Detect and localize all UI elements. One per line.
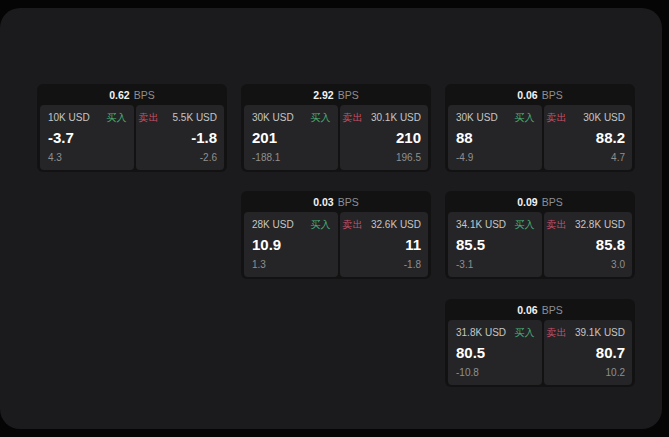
- sell-amount: 5.5K USD: [173, 112, 217, 124]
- bps-value: 0.06: [517, 89, 537, 101]
- bps-value: 0.03: [313, 196, 333, 208]
- buy-tag: 买入: [311, 219, 331, 231]
- buy-tag: 买入: [107, 112, 127, 124]
- buy-panel[interactable]: 34.1K USD 买入 85.5 -3.1: [448, 212, 542, 277]
- sell-panel[interactable]: 卖出 30.1K USD 210 196.5: [340, 105, 429, 170]
- sell-amount: 32.8K USD: [575, 219, 625, 231]
- card-header: 0.06 BPS: [445, 84, 635, 105]
- card-header: 2.92 BPS: [241, 84, 431, 105]
- buy-sub-value: -4.9: [456, 152, 535, 164]
- sell-sub-value: 4.7: [547, 152, 626, 164]
- sell-price: 210: [343, 130, 422, 146]
- buy-tag: 买入: [515, 219, 535, 231]
- bps-value: 0.06: [517, 304, 537, 316]
- sell-panel[interactable]: 卖出 32.8K USD 85.8 3.0: [544, 212, 633, 277]
- bps-value: 0.09: [517, 196, 537, 208]
- sell-tag: 卖出: [343, 219, 363, 231]
- sell-panel[interactable]: 卖出 39.1K USD 80.7 10.2: [544, 320, 633, 385]
- sell-price: 80.7: [547, 345, 626, 361]
- quote-card[interactable]: 0.03 BPS 28K USD 买入 10.9 1.3 卖出 32.6K US…: [241, 191, 431, 279]
- sell-panel[interactable]: 卖出 30K USD 88.2 4.7: [544, 105, 633, 170]
- sell-panel[interactable]: 卖出 5.5K USD -1.8 -2.6: [136, 105, 225, 170]
- buy-sub-value: -3.1: [456, 259, 535, 271]
- buy-tag: 买入: [515, 112, 535, 124]
- buy-amount: 10K USD: [48, 112, 90, 124]
- buy-price: 80.5: [456, 345, 535, 361]
- buy-price: 10.9: [252, 237, 331, 253]
- buy-sub-value: 1.3: [252, 259, 331, 271]
- buy-price: 85.5: [456, 237, 535, 253]
- sell-amount: 32.6K USD: [371, 219, 421, 231]
- bps-value: 2.92: [313, 89, 333, 101]
- quote-card[interactable]: 0.06 BPS 31.8K USD 买入 80.5 -10.8 卖出 39.1…: [445, 299, 635, 387]
- buy-amount: 30K USD: [252, 112, 294, 124]
- quote-card[interactable]: 2.92 BPS 30K USD 买入 201 -188.1 卖出 30.1K …: [241, 84, 431, 172]
- sell-price: -1.8: [139, 130, 218, 146]
- buy-panel[interactable]: 30K USD 买入 201 -188.1: [244, 105, 338, 170]
- sell-panel[interactable]: 卖出 32.6K USD 11 -1.8: [340, 212, 429, 277]
- sell-amount: 39.1K USD: [575, 327, 625, 339]
- buy-panel[interactable]: 28K USD 买入 10.9 1.3: [244, 212, 338, 277]
- buy-tag: 买入: [311, 112, 331, 124]
- bps-unit-label: BPS: [338, 196, 359, 208]
- buy-panel[interactable]: 30K USD 买入 88 -4.9: [448, 105, 542, 170]
- card-header: 0.62 BPS: [37, 84, 227, 105]
- sell-tag: 卖出: [547, 327, 567, 339]
- buy-amount: 31.8K USD: [456, 327, 506, 339]
- card-header: 0.03 BPS: [241, 191, 431, 212]
- bps-unit-label: BPS: [134, 89, 155, 101]
- buy-panel[interactable]: 10K USD 买入 -3.7 4.3: [40, 105, 134, 170]
- bps-value: 0.62: [109, 89, 129, 101]
- sell-amount: 30K USD: [583, 112, 625, 124]
- quote-card[interactable]: 0.06 BPS 30K USD 买入 88 -4.9 卖出 30K USD 8…: [445, 84, 635, 172]
- sell-sub-value: 196.5: [343, 152, 422, 164]
- buy-sub-value: -188.1: [252, 152, 331, 164]
- sell-tag: 卖出: [139, 112, 159, 124]
- card-header: 0.09 BPS: [445, 191, 635, 212]
- app-panel: 0.62 BPS 10K USD 买入 -3.7 4.3 卖出 5.5K USD…: [0, 8, 662, 429]
- quote-card[interactable]: 0.09 BPS 34.1K USD 买入 85.5 -3.1 卖出 32.8K…: [445, 191, 635, 279]
- bps-unit-label: BPS: [542, 304, 563, 316]
- quote-card[interactable]: 0.62 BPS 10K USD 买入 -3.7 4.3 卖出 5.5K USD…: [37, 84, 227, 172]
- sell-sub-value: 3.0: [547, 259, 626, 271]
- buy-price: 201: [252, 130, 331, 146]
- sell-price: 11: [343, 237, 422, 253]
- bps-unit-label: BPS: [338, 89, 359, 101]
- buy-price: 88: [456, 130, 535, 146]
- sell-sub-value: -1.8: [343, 259, 422, 271]
- buy-amount: 34.1K USD: [456, 219, 506, 231]
- buy-amount: 28K USD: [252, 219, 294, 231]
- bps-unit-label: BPS: [542, 89, 563, 101]
- sell-tag: 卖出: [547, 219, 567, 231]
- buy-amount: 30K USD: [456, 112, 498, 124]
- buy-panel[interactable]: 31.8K USD 买入 80.5 -10.8: [448, 320, 542, 385]
- sell-sub-value: 10.2: [547, 367, 626, 379]
- card-header: 0.06 BPS: [445, 299, 635, 320]
- sell-tag: 卖出: [343, 112, 363, 124]
- buy-tag: 买入: [515, 327, 535, 339]
- sell-tag: 卖出: [547, 112, 567, 124]
- buy-sub-value: 4.3: [48, 152, 127, 164]
- sell-sub-value: -2.6: [139, 152, 218, 164]
- sell-price: 88.2: [547, 130, 626, 146]
- buy-sub-value: -10.8: [456, 367, 535, 379]
- bps-unit-label: BPS: [542, 196, 563, 208]
- sell-price: 85.8: [547, 237, 626, 253]
- sell-amount: 30.1K USD: [371, 112, 421, 124]
- buy-price: -3.7: [48, 130, 127, 146]
